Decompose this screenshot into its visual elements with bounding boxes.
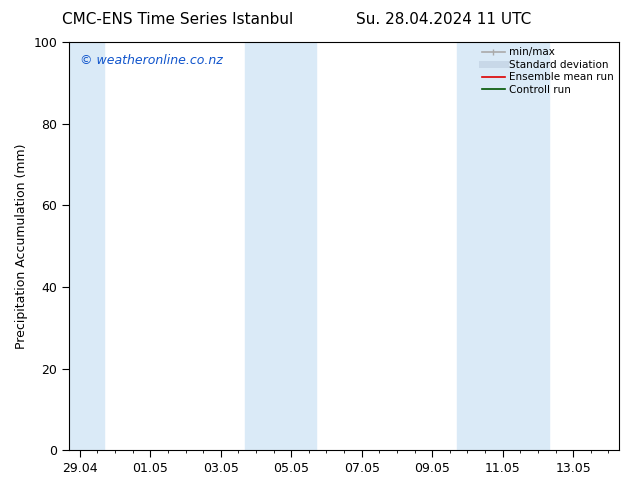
Text: Su. 28.04.2024 11 UTC: Su. 28.04.2024 11 UTC xyxy=(356,12,531,27)
Legend: min/max, Standard deviation, Ensemble mean run, Controll run: min/max, Standard deviation, Ensemble me… xyxy=(480,45,616,97)
Text: © weatheronline.co.nz: © weatheronline.co.nz xyxy=(81,54,223,67)
Text: CMC-ENS Time Series Istanbul: CMC-ENS Time Series Istanbul xyxy=(62,12,293,27)
Bar xyxy=(245,42,316,450)
Y-axis label: Precipitation Accumulation (mm): Precipitation Accumulation (mm) xyxy=(15,144,28,349)
Bar xyxy=(69,42,105,450)
Bar xyxy=(457,42,548,450)
